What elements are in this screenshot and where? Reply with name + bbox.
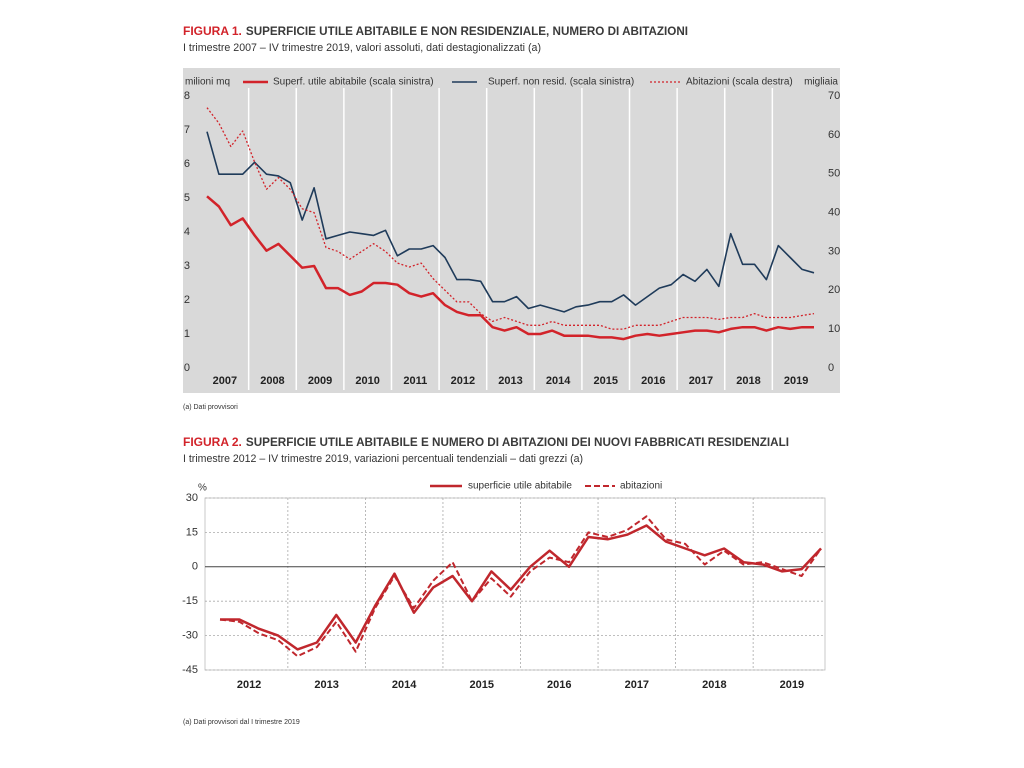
- x-tick-label: 2017: [689, 375, 713, 387]
- figure-title: SUPERFICIE UTILE ABITABILE E NON RESIDEN…: [246, 24, 688, 38]
- y-tick-label: 15: [186, 526, 198, 538]
- figure-subtitle: I trimestre 2007 – IV trimestre 2019, va…: [183, 42, 541, 54]
- y2-tick-label: 60: [828, 129, 840, 141]
- series-line: [206, 131, 815, 313]
- y-tick-label: 7: [184, 124, 190, 136]
- y-tick-label: 8: [184, 90, 190, 102]
- x-tick-label: 2015: [469, 679, 493, 691]
- y-tick-label: 2: [184, 294, 190, 306]
- x-tick-label: 2017: [625, 679, 649, 691]
- x-tick-label: 2019: [784, 375, 808, 387]
- y2-tick-label: 10: [828, 323, 840, 335]
- legend-label: Superf. non resid. (scala sinistra): [488, 77, 634, 88]
- x-tick-label: 2013: [314, 679, 338, 691]
- x-tick-label: 2012: [237, 679, 261, 691]
- footnote: (a) Dati provvisori dal I trimestre 2019: [183, 719, 300, 726]
- series-line: [206, 195, 814, 341]
- x-tick-label: 2018: [702, 679, 726, 691]
- x-tick-label: 2008: [260, 375, 284, 387]
- y-tick-label: 5: [184, 192, 190, 204]
- y-axis-label: %: [198, 483, 207, 494]
- series-line: [219, 515, 822, 658]
- x-tick-label: 2018: [736, 375, 760, 387]
- y-tick-label: 0: [184, 362, 190, 374]
- x-tick-label: 2010: [355, 375, 379, 387]
- y2-tick-label: 30: [828, 245, 840, 257]
- series-line: [220, 524, 822, 651]
- x-tick-label: 2019: [780, 679, 804, 691]
- y-tick-label: 0: [192, 561, 198, 573]
- y-tick-label: -30: [182, 630, 198, 642]
- x-tick-label: 2014: [392, 679, 417, 691]
- y2-tick-label: 40: [828, 206, 840, 218]
- y2-tick-label: 70: [828, 90, 840, 102]
- footnote: (a) Dati provvisori: [183, 404, 238, 411]
- x-tick-label: 2011: [403, 375, 427, 387]
- y2-tick-label: 20: [828, 284, 840, 296]
- y-tick-label: -45: [182, 664, 198, 676]
- x-tick-label: 2013: [498, 375, 522, 387]
- x-tick-label: 2016: [547, 679, 571, 691]
- figure-label: FIGURA 2.: [183, 435, 242, 449]
- x-tick-label: 2012: [451, 375, 475, 387]
- y-tick-label: 30: [186, 492, 198, 504]
- figure-subtitle: I trimestre 2012 – IV trimestre 2019, va…: [183, 453, 583, 465]
- plot-background: [183, 68, 840, 393]
- figure-title: SUPERFICIE UTILE ABITABILE E NUMERO DI A…: [246, 435, 789, 449]
- y-tick-label: 4: [184, 226, 190, 238]
- y-tick-label: 6: [184, 158, 190, 170]
- x-tick-label: 2014: [546, 375, 571, 387]
- x-tick-label: 2009: [308, 375, 332, 387]
- y2-axis-label: migliaia: [804, 77, 838, 88]
- x-tick-label: 2015: [593, 375, 617, 387]
- y-tick-label: -15: [182, 595, 198, 607]
- y-tick-label: 3: [184, 260, 190, 272]
- x-tick-label: 2016: [641, 375, 665, 387]
- y2-tick-label: 50: [828, 168, 840, 180]
- legend-label: Superf. utile abitabile (scala sinistra): [273, 77, 434, 88]
- legend-label: abitazioni: [620, 481, 662, 492]
- x-tick-label: 2007: [213, 375, 237, 387]
- legend-label: superficie utile abitabile: [468, 481, 572, 492]
- y-axis-label: milioni mq: [185, 77, 230, 88]
- y2-tick-label: 0: [828, 362, 834, 374]
- figure-label: FIGURA 1.: [183, 24, 242, 38]
- y-tick-label: 1: [184, 328, 190, 340]
- legend-label: Abitazioni (scala destra): [686, 77, 793, 88]
